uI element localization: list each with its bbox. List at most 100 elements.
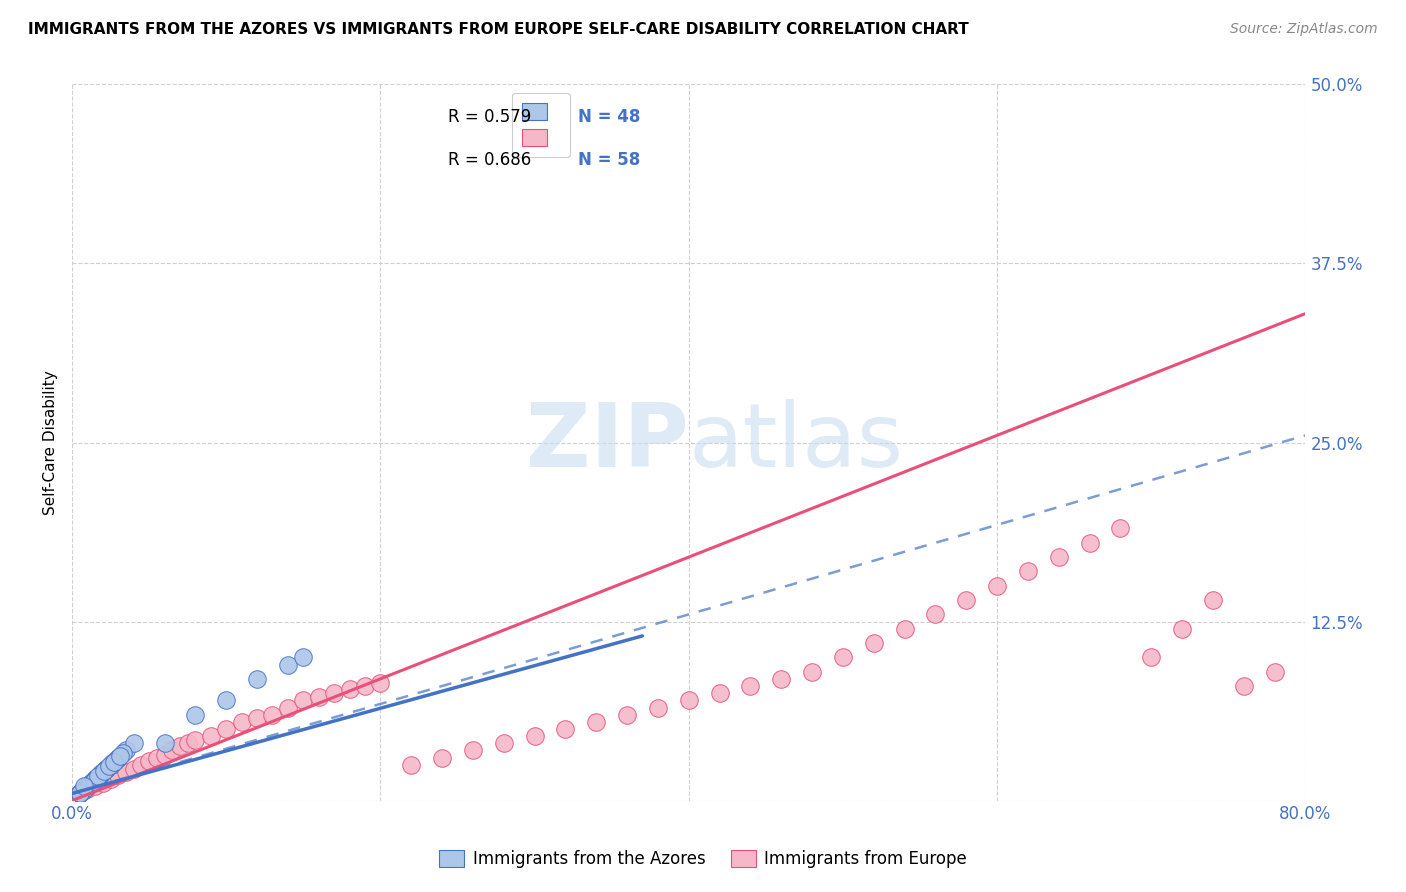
Point — [292, 693, 315, 707]
Point — [215, 693, 238, 707]
Text: IMMIGRANTS FROM THE AZORES VS IMMIGRANTS FROM EUROPE SELF-CARE DISABILITY CORREL: IMMIGRANTS FROM THE AZORES VS IMMIGRANTS… — [28, 22, 969, 37]
Point — [1233, 679, 1256, 693]
Point — [246, 672, 269, 686]
Point — [69, 787, 91, 801]
Point — [79, 776, 101, 790]
Point — [354, 679, 377, 693]
Point — [83, 773, 105, 788]
Point — [93, 764, 115, 778]
Text: Source: ZipAtlas.com: Source: ZipAtlas.com — [1230, 22, 1378, 37]
Point — [955, 593, 977, 607]
Point — [323, 686, 346, 700]
Point — [647, 700, 669, 714]
Point — [184, 733, 207, 747]
Point — [73, 782, 96, 797]
Point — [523, 729, 546, 743]
Point — [831, 650, 853, 665]
Point — [94, 762, 117, 776]
Point — [76, 779, 98, 793]
Point — [339, 681, 361, 696]
Point — [1047, 550, 1070, 565]
Point — [69, 787, 91, 801]
Point — [231, 714, 253, 729]
Point — [893, 622, 915, 636]
Text: N = 48: N = 48 — [578, 108, 640, 126]
Point — [100, 757, 122, 772]
Point — [277, 657, 299, 672]
Point — [94, 762, 117, 776]
Point — [277, 700, 299, 714]
Point — [801, 665, 824, 679]
Text: R = 0.686: R = 0.686 — [449, 151, 531, 169]
Point — [76, 779, 98, 793]
Point — [107, 768, 129, 782]
Point — [122, 762, 145, 776]
Point — [169, 739, 191, 754]
Point — [101, 756, 124, 771]
Point — [138, 754, 160, 768]
Point — [1078, 536, 1101, 550]
Point — [246, 710, 269, 724]
Y-axis label: Self-Care Disability: Self-Care Disability — [44, 370, 58, 515]
Point — [91, 764, 114, 779]
Point — [80, 775, 103, 789]
Point — [84, 772, 107, 786]
Point — [107, 750, 129, 764]
Point — [84, 779, 107, 793]
Point — [76, 782, 98, 797]
Point — [73, 779, 96, 793]
Point — [69, 787, 91, 801]
Text: atlas: atlas — [689, 399, 904, 486]
Point — [862, 636, 884, 650]
Point — [430, 750, 453, 764]
Point — [1264, 665, 1286, 679]
Point — [89, 768, 111, 782]
Point — [153, 736, 176, 750]
Point — [131, 757, 153, 772]
Point — [108, 749, 131, 764]
Point — [176, 736, 198, 750]
Point — [292, 650, 315, 665]
Point — [86, 771, 108, 785]
Point — [69, 787, 91, 801]
Point — [1202, 593, 1225, 607]
Point — [492, 736, 515, 750]
Point — [585, 714, 607, 729]
Point — [104, 754, 127, 768]
Point — [740, 679, 762, 693]
Point — [89, 768, 111, 782]
Legend: , : , — [512, 93, 569, 158]
Text: N = 58: N = 58 — [578, 151, 640, 169]
Point — [115, 743, 138, 757]
Point — [76, 779, 98, 793]
Point — [554, 722, 576, 736]
Point — [111, 747, 134, 761]
Point — [115, 764, 138, 779]
Point — [709, 686, 731, 700]
Point — [200, 729, 222, 743]
Point — [146, 750, 169, 764]
Text: ZIP: ZIP — [526, 399, 689, 486]
Point — [94, 762, 117, 776]
Point — [986, 579, 1008, 593]
Point — [84, 772, 107, 786]
Point — [461, 743, 484, 757]
Point — [1017, 565, 1039, 579]
Point — [77, 778, 100, 792]
Point — [107, 750, 129, 764]
Point — [90, 766, 112, 780]
Point — [370, 676, 392, 690]
Point — [91, 776, 114, 790]
Point — [308, 690, 330, 705]
Legend: Immigrants from the Azores, Immigrants from Europe: Immigrants from the Azores, Immigrants f… — [433, 843, 973, 875]
Point — [770, 672, 793, 686]
Point — [924, 607, 946, 622]
Point — [122, 736, 145, 750]
Point — [98, 759, 121, 773]
Point — [69, 787, 91, 801]
Text: R = 0.579: R = 0.579 — [449, 108, 531, 126]
Point — [1109, 521, 1132, 535]
Point — [87, 769, 110, 783]
Point — [262, 707, 284, 722]
Point — [100, 772, 122, 786]
